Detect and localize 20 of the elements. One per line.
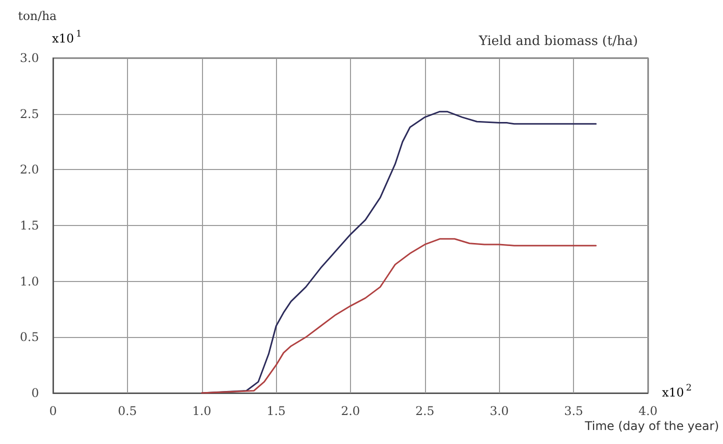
x-tick-label: 3.5	[564, 404, 584, 418]
x-tick-label: 0	[49, 404, 57, 418]
x-tick-label: 1.5	[266, 404, 286, 418]
line-series	[201, 238, 597, 394]
y-tick-label: 2.5	[20, 106, 39, 121]
x-axis-title: Time (day of the year)	[584, 419, 719, 433]
x-tick-label: 1.0	[192, 404, 212, 418]
x-tick-label: 4.0	[638, 404, 658, 418]
chart-title: Yield and biomass (t/ha)	[478, 34, 638, 49]
y-tick-label: 0	[31, 386, 39, 400]
x-tick-label: 2.0	[340, 404, 360, 418]
y-tick-label: 3.0	[20, 51, 39, 65]
x-tick-label: 2.5	[415, 404, 434, 418]
x-tick-label: 0.5	[118, 404, 137, 418]
y-tick-label: 1.0	[20, 274, 39, 288]
y-tick-label: 2.0	[20, 162, 39, 177]
y-axis-title: ton/ha	[18, 9, 57, 23]
y-tick-label: 0.5	[20, 330, 39, 344]
y-tick-label: 1.5	[20, 218, 39, 232]
x-tick-label: 3.0	[490, 404, 509, 418]
